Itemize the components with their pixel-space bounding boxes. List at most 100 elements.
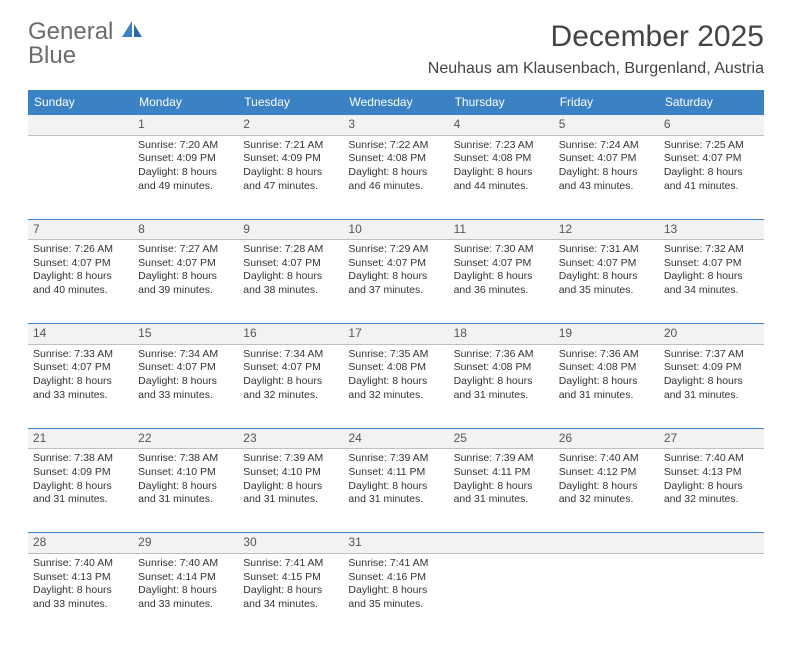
- sunrise-text: Sunrise: 7:27 AM: [138, 243, 233, 257]
- sunrise-text: Sunrise: 7:39 AM: [454, 452, 549, 466]
- daylight2-text: and 31 minutes.: [243, 493, 338, 507]
- sunrise-text: Sunrise: 7:33 AM: [33, 348, 128, 362]
- daylight1-text: Daylight: 8 hours: [664, 480, 759, 494]
- day-detail-cell: Sunrise: 7:40 AMSunset: 4:14 PMDaylight:…: [133, 553, 238, 637]
- sunset-text: Sunset: 4:07 PM: [33, 257, 128, 271]
- daylight2-text: and 32 minutes.: [664, 493, 759, 507]
- daynum-row: 123456: [28, 115, 764, 136]
- sunrise-text: Sunrise: 7:39 AM: [243, 452, 338, 466]
- sunset-text: Sunset: 4:09 PM: [243, 152, 338, 166]
- daylight2-text: and 32 minutes.: [559, 493, 654, 507]
- sunset-text: Sunset: 4:12 PM: [559, 466, 654, 480]
- sunset-text: Sunset: 4:08 PM: [348, 361, 443, 375]
- daynum-row: 28293031: [28, 533, 764, 554]
- day-number-cell: 31: [343, 533, 448, 554]
- day-detail-cell: Sunrise: 7:30 AMSunset: 4:07 PMDaylight:…: [449, 240, 554, 324]
- sunrise-text: Sunrise: 7:39 AM: [348, 452, 443, 466]
- daylight1-text: Daylight: 8 hours: [664, 270, 759, 284]
- month-title: December 2025: [428, 20, 764, 54]
- day-detail-cell: Sunrise: 7:24 AMSunset: 4:07 PMDaylight:…: [554, 135, 659, 219]
- sunrise-text: Sunrise: 7:38 AM: [33, 452, 128, 466]
- day-detail-cell: Sunrise: 7:39 AMSunset: 4:11 PMDaylight:…: [343, 449, 448, 533]
- daylight1-text: Daylight: 8 hours: [243, 480, 338, 494]
- sunset-text: Sunset: 4:16 PM: [348, 571, 443, 585]
- sunset-text: Sunset: 4:08 PM: [454, 361, 549, 375]
- daylight1-text: Daylight: 8 hours: [138, 584, 233, 598]
- daylight1-text: Daylight: 8 hours: [559, 270, 654, 284]
- day-number-cell: 4: [449, 115, 554, 136]
- sunrise-text: Sunrise: 7:31 AM: [559, 243, 654, 257]
- sunrise-text: Sunrise: 7:30 AM: [454, 243, 549, 257]
- day-detail-cell: Sunrise: 7:21 AMSunset: 4:09 PMDaylight:…: [238, 135, 343, 219]
- day-number-cell: 16: [238, 324, 343, 345]
- daylight1-text: Daylight: 8 hours: [243, 584, 338, 598]
- daylight1-text: Daylight: 8 hours: [348, 480, 443, 494]
- sunrise-text: Sunrise: 7:35 AM: [348, 348, 443, 362]
- daylight1-text: Daylight: 8 hours: [454, 270, 549, 284]
- day-detail-cell: Sunrise: 7:23 AMSunset: 4:08 PMDaylight:…: [449, 135, 554, 219]
- day-detail-cell: Sunrise: 7:34 AMSunset: 4:07 PMDaylight:…: [238, 344, 343, 428]
- sunset-text: Sunset: 4:07 PM: [559, 257, 654, 271]
- day-detail-cell: Sunrise: 7:28 AMSunset: 4:07 PMDaylight:…: [238, 240, 343, 324]
- sunrise-text: Sunrise: 7:40 AM: [664, 452, 759, 466]
- daylight2-text: and 38 minutes.: [243, 284, 338, 298]
- day-detail-cell: [659, 553, 764, 637]
- sunset-text: Sunset: 4:07 PM: [33, 361, 128, 375]
- detail-row: Sunrise: 7:38 AMSunset: 4:09 PMDaylight:…: [28, 449, 764, 533]
- daynum-row: 21222324252627: [28, 428, 764, 449]
- daylight2-text: and 35 minutes.: [559, 284, 654, 298]
- day-detail-cell: Sunrise: 7:31 AMSunset: 4:07 PMDaylight:…: [554, 240, 659, 324]
- location-text: Neuhaus am Klausenbach, Burgenland, Aust…: [428, 60, 764, 78]
- day-number-cell: 10: [343, 219, 448, 240]
- sunset-text: Sunset: 4:07 PM: [243, 257, 338, 271]
- weekday-header: Monday: [133, 90, 238, 115]
- daylight1-text: Daylight: 8 hours: [138, 270, 233, 284]
- daylight2-text: and 40 minutes.: [33, 284, 128, 298]
- day-detail-cell: Sunrise: 7:36 AMSunset: 4:08 PMDaylight:…: [449, 344, 554, 428]
- weekday-header: Friday: [554, 90, 659, 115]
- daylight2-text: and 32 minutes.: [243, 389, 338, 403]
- day-detail-cell: Sunrise: 7:37 AMSunset: 4:09 PMDaylight:…: [659, 344, 764, 428]
- day-detail-cell: [28, 135, 133, 219]
- daylight1-text: Daylight: 8 hours: [243, 270, 338, 284]
- day-number-cell: [449, 533, 554, 554]
- day-number-cell: 29: [133, 533, 238, 554]
- sunrise-text: Sunrise: 7:34 AM: [138, 348, 233, 362]
- day-number-cell: 15: [133, 324, 238, 345]
- detail-row: Sunrise: 7:26 AMSunset: 4:07 PMDaylight:…: [28, 240, 764, 324]
- daylight1-text: Daylight: 8 hours: [33, 270, 128, 284]
- daylight1-text: Daylight: 8 hours: [664, 375, 759, 389]
- day-number-cell: 8: [133, 219, 238, 240]
- day-number-cell: 20: [659, 324, 764, 345]
- sunset-text: Sunset: 4:07 PM: [559, 152, 654, 166]
- day-number-cell: 9: [238, 219, 343, 240]
- sunrise-text: Sunrise: 7:32 AM: [664, 243, 759, 257]
- day-number-cell: 27: [659, 428, 764, 449]
- sunset-text: Sunset: 4:15 PM: [243, 571, 338, 585]
- day-number-cell: 11: [449, 219, 554, 240]
- sunrise-text: Sunrise: 7:40 AM: [138, 557, 233, 571]
- daylight1-text: Daylight: 8 hours: [664, 166, 759, 180]
- daylight1-text: Daylight: 8 hours: [33, 584, 128, 598]
- day-detail-cell: Sunrise: 7:40 AMSunset: 4:13 PMDaylight:…: [28, 553, 133, 637]
- sunrise-text: Sunrise: 7:22 AM: [348, 139, 443, 153]
- header: General Blue December 2025 Neuhaus am Kl…: [28, 20, 764, 78]
- weekday-header: Thursday: [449, 90, 554, 115]
- day-detail-cell: Sunrise: 7:38 AMSunset: 4:10 PMDaylight:…: [133, 449, 238, 533]
- daylight2-text: and 47 minutes.: [243, 180, 338, 194]
- day-detail-cell: Sunrise: 7:22 AMSunset: 4:08 PMDaylight:…: [343, 135, 448, 219]
- sunset-text: Sunset: 4:10 PM: [138, 466, 233, 480]
- daylight1-text: Daylight: 8 hours: [243, 166, 338, 180]
- daylight2-text: and 31 minutes.: [348, 493, 443, 507]
- day-detail-cell: Sunrise: 7:38 AMSunset: 4:09 PMDaylight:…: [28, 449, 133, 533]
- day-number-cell: 14: [28, 324, 133, 345]
- sunrise-text: Sunrise: 7:24 AM: [559, 139, 654, 153]
- day-detail-cell: Sunrise: 7:40 AMSunset: 4:12 PMDaylight:…: [554, 449, 659, 533]
- weekday-header: Tuesday: [238, 90, 343, 115]
- sunset-text: Sunset: 4:13 PM: [664, 466, 759, 480]
- day-number-cell: 5: [554, 115, 659, 136]
- sunset-text: Sunset: 4:07 PM: [138, 361, 233, 375]
- daylight2-text: and 31 minutes.: [454, 493, 549, 507]
- logo-text: General Blue: [28, 20, 144, 68]
- sunset-text: Sunset: 4:11 PM: [454, 466, 549, 480]
